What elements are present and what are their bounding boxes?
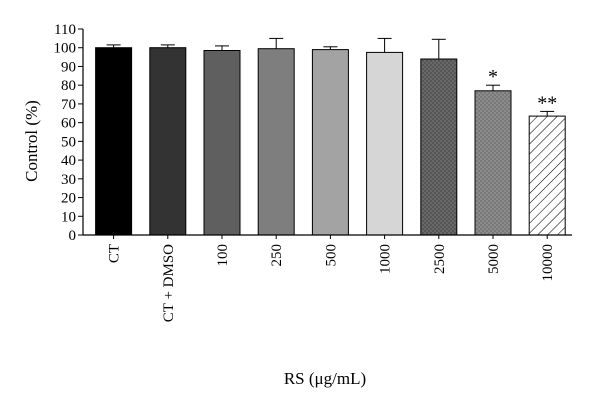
bar-8 (528, 115, 566, 236)
x-ticks: CT CT + DMSO 100 250 500 1000 2500 5000 10000 (107, 235, 556, 322)
y-tick-label-4: 40 (61, 153, 76, 169)
x-tick-label-3: 250 (269, 244, 285, 267)
error-bar-2 (215, 45, 229, 51)
axes (82, 29, 572, 236)
error-bar-7 (486, 84, 500, 91)
y-tick-label-10: 100 (54, 41, 77, 57)
significance-annotations: *** (488, 66, 557, 114)
error-bar-8 (540, 110, 555, 117)
y-tick-label-8: 80 (61, 78, 76, 94)
x-axis-title: RS (μg/mL) (284, 369, 366, 388)
error-bar-6 (431, 38, 446, 59)
significance-marker-8: ** (537, 92, 557, 114)
y-tick-label-0: 0 (69, 228, 77, 244)
bar-1 (149, 47, 187, 236)
error-bar-0 (106, 44, 121, 48)
y-tick-label-1: 10 (61, 209, 76, 225)
x-tick-label-4: 500 (323, 244, 339, 267)
y-tick-label-11: 110 (54, 22, 76, 38)
bar-2 (203, 50, 241, 236)
x-tick-label-2: 100 (215, 244, 231, 267)
error-bar-5 (377, 37, 392, 53)
x-tick-label-0: CT (107, 244, 123, 263)
bar-0 (95, 47, 133, 236)
significance-marker-7: * (488, 66, 498, 88)
error-bar-3 (269, 37, 284, 49)
error-bars (106, 37, 555, 117)
bar-6 (420, 58, 458, 236)
y-tick-label-3: 30 (61, 172, 76, 188)
y-tick-label-7: 70 (61, 97, 76, 113)
x-tick-label-6: 2500 (432, 244, 448, 274)
y-ticks: 0 10 20 30 40 50 60 70 80 90 100 110 (54, 22, 83, 244)
y-tick-label-6: 60 (61, 116, 76, 132)
bar-5 (366, 51, 404, 236)
y-tick-label-5: 50 (61, 134, 76, 150)
x-tick-label-7: 5000 (486, 244, 502, 274)
error-bar-4 (323, 46, 338, 50)
x-tick-label-8: 10000 (540, 244, 556, 282)
x-tick-label-5: 1000 (378, 244, 394, 274)
y-axis-title: Control (%) (22, 100, 41, 182)
bars (95, 47, 566, 236)
y-tick-label-2: 20 (61, 191, 76, 207)
bar-3 (257, 48, 295, 236)
bar-7 (474, 90, 512, 236)
bar-4 (311, 49, 349, 236)
x-tick-label-1: CT + DMSO (161, 244, 177, 322)
y-tick-label-9: 90 (61, 60, 76, 76)
error-bar-1 (160, 44, 175, 48)
